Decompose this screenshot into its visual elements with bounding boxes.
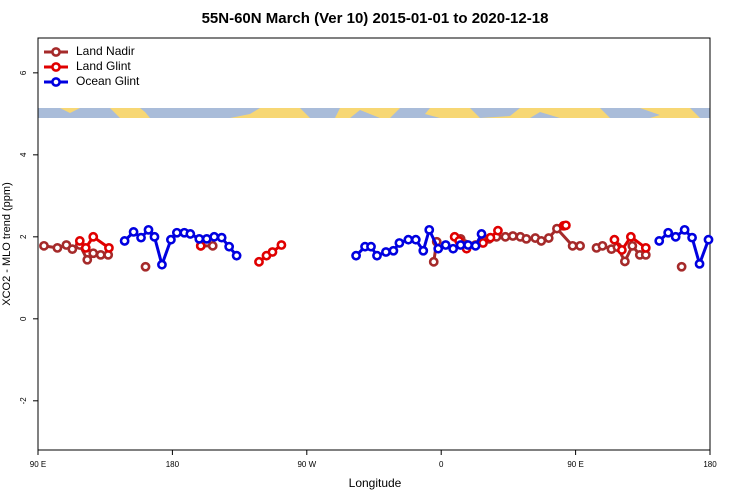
chart-title: 55N-60N March (Ver 10) 2015-01-01 to 202… xyxy=(202,10,549,27)
data-point xyxy=(670,231,681,242)
data-point xyxy=(143,224,154,235)
data-point xyxy=(80,242,91,253)
data-point xyxy=(207,240,218,251)
data-point xyxy=(231,250,242,261)
data-point xyxy=(194,233,205,244)
y-tick-label: -2 xyxy=(19,397,28,405)
data-point xyxy=(485,232,496,243)
map-strip xyxy=(38,108,710,118)
x-axis-label: Longitude xyxy=(349,476,402,490)
data-point xyxy=(74,236,85,246)
data-point xyxy=(119,236,130,246)
data-point xyxy=(609,234,620,245)
data-point xyxy=(88,248,99,259)
data-point xyxy=(351,250,361,261)
data-point xyxy=(616,245,627,255)
data-point xyxy=(476,229,487,239)
data-point xyxy=(394,238,405,248)
data-point xyxy=(627,240,638,251)
data-point xyxy=(567,240,578,251)
data-point xyxy=(149,231,160,242)
data-point xyxy=(185,229,196,239)
data-point xyxy=(39,240,49,251)
data-point xyxy=(687,232,697,243)
data-point xyxy=(128,227,139,237)
data-point xyxy=(381,247,391,257)
legend-label: Ocean Glint xyxy=(76,74,140,88)
data-point xyxy=(276,240,287,250)
data-point xyxy=(536,236,547,246)
y-tick-label: 0 xyxy=(19,316,28,321)
data-point xyxy=(82,254,93,265)
data-point xyxy=(95,249,106,260)
data-point xyxy=(140,261,151,272)
x-tick-label: 0 xyxy=(439,460,444,469)
y-tick-label: 2 xyxy=(19,234,28,239)
data-point xyxy=(224,241,235,252)
data-point xyxy=(625,231,636,242)
data-point xyxy=(597,240,608,251)
legend-label: Land Nadir xyxy=(76,44,135,58)
data-point xyxy=(67,244,78,255)
data-point xyxy=(209,231,220,242)
data-point xyxy=(500,231,511,242)
data-point xyxy=(166,234,176,245)
legend-marker xyxy=(51,77,61,87)
data-point xyxy=(575,240,585,251)
data-point xyxy=(424,224,435,235)
x-tick-label: 180 xyxy=(703,460,717,469)
data-point xyxy=(104,242,114,253)
data-point xyxy=(366,241,376,252)
data-point xyxy=(478,238,488,248)
data-point xyxy=(663,227,674,238)
y-tick-label: 4 xyxy=(19,152,28,157)
data-point xyxy=(448,243,459,254)
data-point xyxy=(52,242,63,253)
data-point xyxy=(440,240,451,250)
data-point xyxy=(201,233,212,244)
x-tick-label: 90 E xyxy=(567,460,583,469)
x-tick-label: 90 W xyxy=(297,460,316,469)
x-tick-label: 90 E xyxy=(30,460,46,469)
legend-marker xyxy=(51,47,61,57)
data-point xyxy=(157,259,167,270)
data-point xyxy=(418,245,429,256)
data-point xyxy=(654,236,665,246)
data-point xyxy=(493,225,503,236)
data-point xyxy=(560,220,571,231)
data-point xyxy=(455,240,466,250)
data-point xyxy=(433,243,444,254)
data-point xyxy=(428,256,439,267)
data-point xyxy=(507,231,518,241)
data-point xyxy=(679,224,690,235)
data-point xyxy=(216,232,227,243)
data-point xyxy=(543,233,554,243)
data-point xyxy=(619,256,630,267)
data-point xyxy=(470,240,481,251)
data-point xyxy=(521,233,532,244)
data-point xyxy=(254,256,264,267)
data-point xyxy=(676,261,687,272)
data-point xyxy=(403,234,414,245)
data-point xyxy=(640,242,651,253)
data-point xyxy=(703,234,714,245)
data-point xyxy=(136,232,146,243)
data-point xyxy=(463,240,473,250)
data-point xyxy=(410,234,421,245)
x-tick-label: 180 xyxy=(166,460,180,469)
data-point xyxy=(388,245,399,256)
legend-label: Land Glint xyxy=(76,59,131,73)
y-axis-label: XCO2 - MLO trend (ppm) xyxy=(1,182,13,305)
y-tick-label: 6 xyxy=(19,70,28,75)
data-point xyxy=(88,231,99,242)
data-point xyxy=(171,227,182,238)
data-point xyxy=(267,247,278,257)
legend-marker xyxy=(51,62,61,72)
data-point xyxy=(694,258,705,269)
data-point xyxy=(372,250,382,261)
